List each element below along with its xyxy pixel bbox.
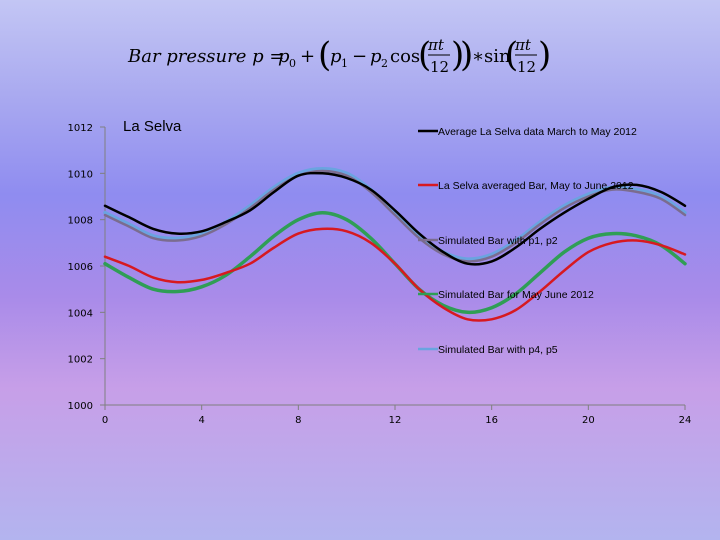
y-tick-label: 1012 <box>68 123 93 134</box>
series-line-3 <box>103 169 687 263</box>
formula-sin: sin <box>484 46 511 67</box>
formula-plus: + <box>300 46 315 67</box>
formula-sin-den: 12 <box>517 58 536 76</box>
y-tick-label: 1006 <box>68 262 93 273</box>
formula-minus: − <box>352 46 367 67</box>
series-line-5 <box>103 166 687 261</box>
series-line-2 <box>103 227 687 322</box>
formula-sin-close: ) <box>538 35 551 75</box>
formula-sin-num: πt <box>514 36 532 54</box>
legend-label: Simulated Bar for May June 2012 <box>438 289 594 301</box>
formula-p1: p <box>330 46 342 67</box>
formula-sin-open: ( <box>505 35 518 75</box>
formula-p2: p <box>370 46 382 67</box>
formula-p1-sub: 1 <box>341 57 348 70</box>
series-line-1 <box>103 171 687 266</box>
legend-label: La Selva averaged Bar, May to June 2012 <box>438 180 634 192</box>
x-tick-label: 24 <box>679 415 692 426</box>
formula: Bar pressure p = p 0 + ( p 1 − p 2 cos (… <box>127 35 551 76</box>
formula-cos-num: πt <box>427 36 445 54</box>
formula-times: ∗ <box>472 46 484 67</box>
x-tick-label: 12 <box>389 415 402 426</box>
y-tick-labels: 1000 1002 1004 1006 1008 1010 1012 <box>68 123 93 412</box>
formula-p0-sub: 0 <box>289 57 296 70</box>
x-tick-label: 0 <box>102 415 108 426</box>
chart-title: La Selva <box>123 118 182 135</box>
legend: Average La Selva data March to May 2012 L… <box>418 126 637 356</box>
y-tick-label: 1010 <box>68 169 93 180</box>
formula-cos: cos <box>390 46 420 67</box>
x-tick-label: 20 <box>582 415 595 426</box>
formula-cos-den: 12 <box>430 58 449 76</box>
y-tick-label: 1000 <box>68 401 93 412</box>
formula-cos-open: ( <box>418 35 431 75</box>
x-tick-label: 8 <box>295 415 301 426</box>
formula-lhs: Bar pressure p = <box>127 46 284 67</box>
series-lines <box>103 166 687 322</box>
y-tick-label: 1002 <box>68 355 93 366</box>
formula-p0: p <box>278 46 290 67</box>
formula-p2-sub: 2 <box>381 57 388 70</box>
x-tick-label: 4 <box>198 415 204 426</box>
y-tick-label: 1004 <box>68 308 93 319</box>
legend-label: Simulated Bar with p4, p5 <box>438 344 558 356</box>
x-tick-label: 16 <box>485 415 498 426</box>
legend-label: Average La Selva data March to May 2012 <box>438 126 637 138</box>
y-tick-label: 1008 <box>68 216 93 227</box>
chart-axes <box>100 126 686 410</box>
formula-close-paren: ) <box>460 35 473 75</box>
legend-label: Simulated Bar with p1, p2 <box>438 235 558 247</box>
x-tick-labels: 0 4 8 12 16 20 24 <box>102 415 692 426</box>
formula-open-paren: ( <box>318 35 331 75</box>
formula-cos-close: ) <box>451 35 464 75</box>
